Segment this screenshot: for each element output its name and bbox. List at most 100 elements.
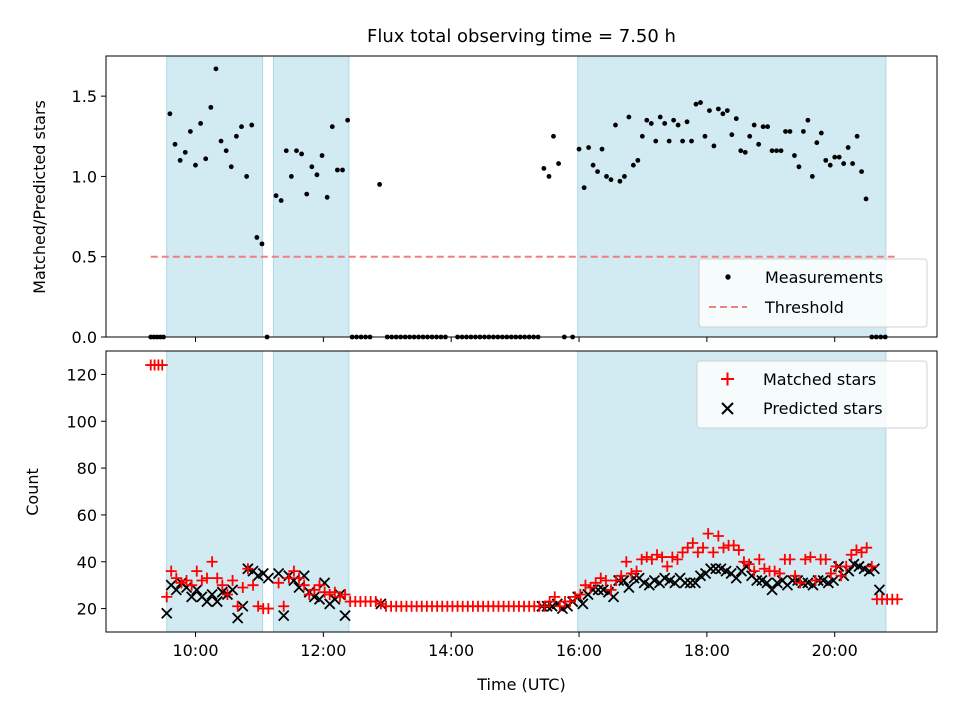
- matched-star-point: [615, 570, 627, 582]
- matched-star-point: [738, 556, 750, 568]
- measurement-point: [724, 108, 730, 113]
- predicted-star-point: [278, 609, 290, 622]
- matched-star-point: [666, 551, 678, 563]
- measurement-point: [666, 138, 672, 144]
- bottom-y-tick-label: 100: [66, 412, 97, 431]
- matched-star-point: [810, 574, 822, 586]
- matched-star-point: [712, 530, 724, 542]
- matched-star-point: [252, 600, 264, 612]
- measurement-point: [693, 101, 699, 107]
- measurement-point: [711, 143, 717, 149]
- matched-star-point: [733, 544, 745, 556]
- measurement-point: [680, 138, 685, 144]
- measurement-point: [213, 66, 219, 72]
- bottom-legend-box: [696, 360, 928, 429]
- bottom-y-tick-label: 20: [77, 600, 97, 619]
- measurement-point: [608, 177, 614, 183]
- x-tick-label: 18:00: [684, 641, 730, 660]
- measurement-point: [644, 117, 650, 123]
- matched-star-point: [242, 563, 254, 575]
- matched-star-point: [211, 572, 223, 584]
- matched-star-point: [866, 560, 878, 572]
- measurement-point: [172, 141, 178, 147]
- predicted-star-point: [232, 612, 244, 624]
- bottom-axes-frame: [105, 350, 938, 633]
- measurement-point: [774, 148, 779, 154]
- matched-star-point: [671, 553, 683, 565]
- legend-measurements-marker: [725, 274, 731, 280]
- predicted-star-point: [339, 609, 351, 622]
- measurement-point: [613, 122, 618, 128]
- matched-star-point: [161, 591, 173, 603]
- measurement-point: [630, 162, 636, 168]
- measurement-point: [234, 133, 239, 139]
- matched-star-point: [247, 579, 259, 591]
- measurement-point: [675, 122, 681, 128]
- predicted-star-point: [262, 572, 275, 584]
- x-tick-label: 16:00: [556, 641, 602, 660]
- predicted-star-point: [766, 584, 778, 596]
- matched-star-point: [753, 553, 765, 565]
- measurement-point: [626, 114, 632, 120]
- top-legend: Measurements Threshold: [698, 258, 928, 328]
- measurement-point: [314, 172, 320, 178]
- legend-predicted-marker: [721, 402, 734, 415]
- measurement-point: [259, 241, 265, 247]
- predicted-star-point: [577, 598, 589, 610]
- top-x-axis-ticks: [194, 337, 836, 342]
- matched-star-point: [891, 593, 903, 605]
- matched-star-point: [303, 589, 315, 601]
- measurement-point: [193, 162, 198, 168]
- shaded-interval-2: [272, 55, 350, 338]
- top-legend-box: [698, 258, 928, 328]
- matched-star-point: [590, 577, 602, 589]
- matched-star-point: [682, 542, 694, 554]
- matched-star-point: [156, 359, 168, 371]
- measurement-point: [273, 193, 279, 199]
- bottom-count-points: [145, 359, 903, 624]
- matched-star-point: [201, 572, 213, 584]
- matched-star-point: [237, 582, 249, 594]
- measurement-point: [254, 235, 260, 240]
- matched-star-point: [789, 570, 801, 582]
- predicted-star-point: [298, 570, 310, 582]
- measurement-point: [715, 106, 721, 112]
- measurement-point: [294, 148, 299, 154]
- measurement-point: [854, 133, 860, 139]
- matched-star-point: [221, 589, 233, 601]
- measurement-point: [778, 148, 784, 154]
- measurement-point: [792, 153, 797, 158]
- predicted-star-point: [313, 593, 326, 605]
- matched-star-point: [656, 551, 668, 563]
- measurement-point: [581, 185, 587, 191]
- measurement-point: [850, 161, 856, 166]
- matched-star-point: [314, 579, 326, 591]
- measurement-point: [707, 108, 712, 113]
- measurement-point: [167, 111, 173, 117]
- matched-star-point: [324, 589, 336, 601]
- matched-star-point: [227, 574, 239, 586]
- measurement-point: [556, 161, 561, 166]
- matched-star-point: [717, 542, 729, 554]
- measurement-point: [239, 124, 244, 130]
- matched-star-point: [646, 553, 658, 565]
- measurement-point: [546, 174, 552, 179]
- measurement-point: [689, 138, 694, 144]
- matched-star-point: [830, 560, 842, 572]
- matched-star-point: [375, 598, 387, 610]
- measurement-point: [671, 117, 677, 123]
- predicted-star-point: [161, 607, 173, 619]
- predicted-star-point: [705, 563, 717, 575]
- measurement-point: [823, 157, 829, 163]
- measurement-point: [760, 124, 766, 130]
- legend-threshold-label: Threshold: [764, 298, 844, 317]
- matched-star-point: [278, 600, 290, 612]
- matched-star-point: [600, 574, 612, 586]
- matched-star-point: [298, 579, 310, 591]
- matched-star-point: [840, 560, 852, 572]
- measurement-point: [836, 154, 842, 160]
- measurement-point: [863, 196, 869, 202]
- measurement-point: [223, 148, 229, 154]
- predicted-star-point: [623, 581, 635, 594]
- measurement-point: [769, 148, 775, 154]
